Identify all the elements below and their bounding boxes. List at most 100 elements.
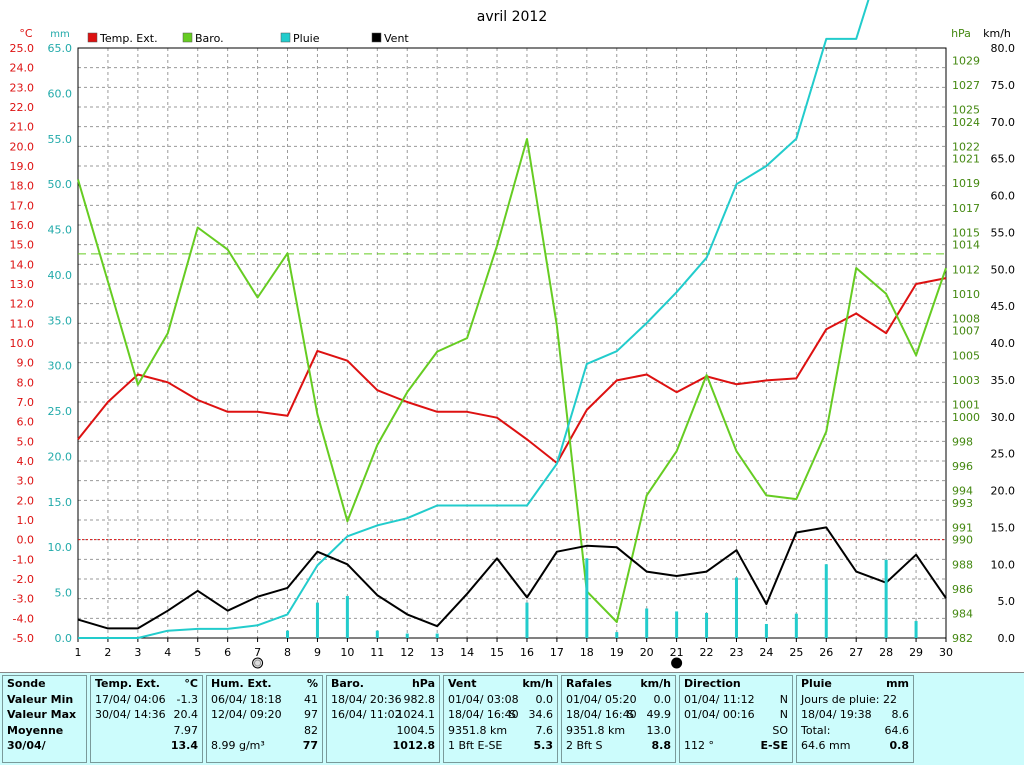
wind-tick-label: 60.0 — [991, 190, 1016, 203]
x-tick-label: 17 — [550, 646, 564, 659]
rain-tick-label: 65.0 — [48, 42, 73, 55]
summary-date: 18/04/ 19:38 — [801, 708, 872, 721]
chart-marks — [77, 0, 947, 639]
x-tick-label: 13 — [430, 646, 444, 659]
baro-tick-label: 984 — [952, 607, 973, 620]
summary-date: 2 Bft S — [566, 739, 603, 752]
summary-row: 64.6 mm 0.8 — [797, 738, 913, 754]
summary-row: 30/04/ 14:36 20.4 — [91, 707, 202, 723]
gust-bar — [734, 577, 738, 638]
gust-bar — [345, 595, 349, 638]
summary-value: N — [779, 708, 788, 721]
legend-swatch — [371, 32, 382, 43]
baro-tick-label: 1007 — [952, 325, 980, 338]
summary-date: 18/04/ 16:40 — [566, 708, 637, 721]
gust-bar — [525, 602, 529, 638]
temp-tick-label: 15.0 — [10, 239, 35, 252]
baro-tick-label: 991 — [952, 521, 973, 534]
x-tick-label: 28 — [879, 646, 893, 659]
wind-tick-label: 0.0 — [998, 632, 1016, 645]
full-moon-icon — [252, 657, 264, 669]
summary-label: Valeur Max — [7, 708, 77, 721]
wind-tick-label: 75.0 — [991, 79, 1016, 92]
x-tick-label: 25 — [789, 646, 803, 659]
summary-date: 01/04/ 00:16 — [684, 708, 755, 721]
summary-value: 41 — [304, 692, 318, 706]
summary-panel: Sonde Valeur Min Valeur Max Moyenne 30/0… — [0, 672, 1024, 765]
temp-tick-label: 24.0 — [10, 62, 35, 75]
summary-row: 01/04/ 00:16 N — [680, 707, 792, 723]
summary-header-label: Pluie — [801, 677, 832, 690]
chart-axes: °C mm hPa km/h -5.0 -4.0 -3.0 -2.0 -1.0 0.0 1.0 2.0… — [10, 27, 1016, 669]
temp-tick-label: 23.0 — [10, 81, 35, 94]
temp-tick-label: 18.0 — [10, 180, 35, 193]
temp-tick-label: -1.0 — [13, 553, 34, 566]
temp-tick-label: 2.0 — [17, 494, 35, 507]
series-line-temp-ext — [77, 277, 947, 464]
baro-tick-label: 994 — [952, 485, 973, 498]
summary-label: 30/04/ — [7, 739, 46, 752]
full-moon-icon-inner — [254, 659, 261, 667]
temp-tick-label: 9.0 — [17, 357, 35, 370]
temp-tick-label: 11.0 — [10, 317, 35, 330]
summary-header-unit: hPa — [411, 677, 435, 690]
summary-header: Vent km/h — [444, 676, 557, 692]
new-moon-icon — [671, 657, 683, 669]
x-tick-label: 9 — [314, 646, 321, 659]
temp-tick-label: -2.0 — [13, 573, 34, 586]
summary-row: 112 ° E-SE — [680, 738, 792, 754]
baro-tick-label: 990 — [952, 534, 973, 547]
legend-swatch — [182, 32, 193, 43]
temp-tick-label: 25.0 — [10, 42, 35, 55]
summary-row: 18/04/ 16:40 S 49.9 — [562, 707, 675, 723]
temp-tick-label: 14.0 — [10, 258, 35, 271]
wind-tick-label: 45.0 — [991, 300, 1016, 313]
summary-date: 1 Bft E-SE — [448, 739, 503, 752]
gust-bar — [435, 633, 439, 638]
baro-tick-label: 1022 — [952, 140, 980, 153]
summary-row: 06/04/ 18:18 41 — [207, 692, 322, 708]
x-tick-label: 10 — [340, 646, 354, 659]
summary-row: 2 Bft S 8.8 — [562, 738, 675, 754]
summary-header-unit: km/h — [640, 677, 671, 690]
summary-value: 97 — [304, 708, 318, 721]
summary-col-hum: Hum. Ext.% 06/04/ 18:18 41 12/04/ 09:20 97 82… — [206, 675, 323, 763]
gust-bar — [914, 621, 918, 638]
gust-bar — [705, 612, 709, 638]
baro-tick-label: 1014 — [952, 239, 980, 252]
gust-bar — [585, 558, 589, 638]
summary-header-unit: °C — [184, 677, 198, 690]
temp-tick-label: 4.0 — [17, 455, 35, 468]
temp-tick-label: 21.0 — [10, 121, 35, 134]
summary-value: 34.6 — [528, 708, 554, 721]
summary-row: 01/04/ 11:12 N — [680, 692, 792, 708]
rain-tick-label: 35.0 — [48, 314, 73, 327]
legend-label: Temp. Ext. — [99, 32, 158, 45]
x-tick-label: 30 — [939, 646, 953, 659]
baro-tick-label: 1010 — [952, 288, 980, 301]
x-tick-label: 24 — [759, 646, 773, 659]
x-tick-label: 22 — [700, 646, 714, 659]
baro-tick-label: 1025 — [952, 103, 980, 116]
summary-row: 7.97 — [91, 723, 202, 739]
gust-bar — [764, 623, 768, 638]
summary-value: 7.97 — [173, 723, 199, 737]
wind-tick-label: 40.0 — [991, 337, 1016, 350]
summary-date: 30/04/ 14:36 — [95, 708, 166, 721]
baro-tick-label: 1012 — [952, 263, 980, 276]
temp-tick-label: 7.0 — [17, 396, 35, 409]
summary-label: Valeur Min — [7, 692, 74, 706]
temp-tick-label: -3.0 — [13, 593, 34, 606]
wind-tick-label: 20.0 — [991, 485, 1016, 498]
x-tick-label: 29 — [909, 646, 923, 659]
legend-label: Vent — [384, 32, 409, 45]
summary-col-direction: Direction 01/04/ 11:12 N 01/04/ 00:16 N SO 112… — [679, 675, 793, 763]
summary-row: 16/04/ 11:02 1024.1 — [327, 707, 439, 723]
wind-tick-label: 35.0 — [991, 374, 1016, 387]
rain-tick-label: 0.0 — [55, 632, 73, 645]
rain-tick-label: 20.0 — [48, 450, 73, 463]
summary-value: N — [779, 692, 788, 706]
summary-value: 0.0 — [535, 692, 554, 706]
summary-value: -1.3 — [176, 692, 198, 706]
rain-tick-label: 30.0 — [48, 360, 73, 373]
